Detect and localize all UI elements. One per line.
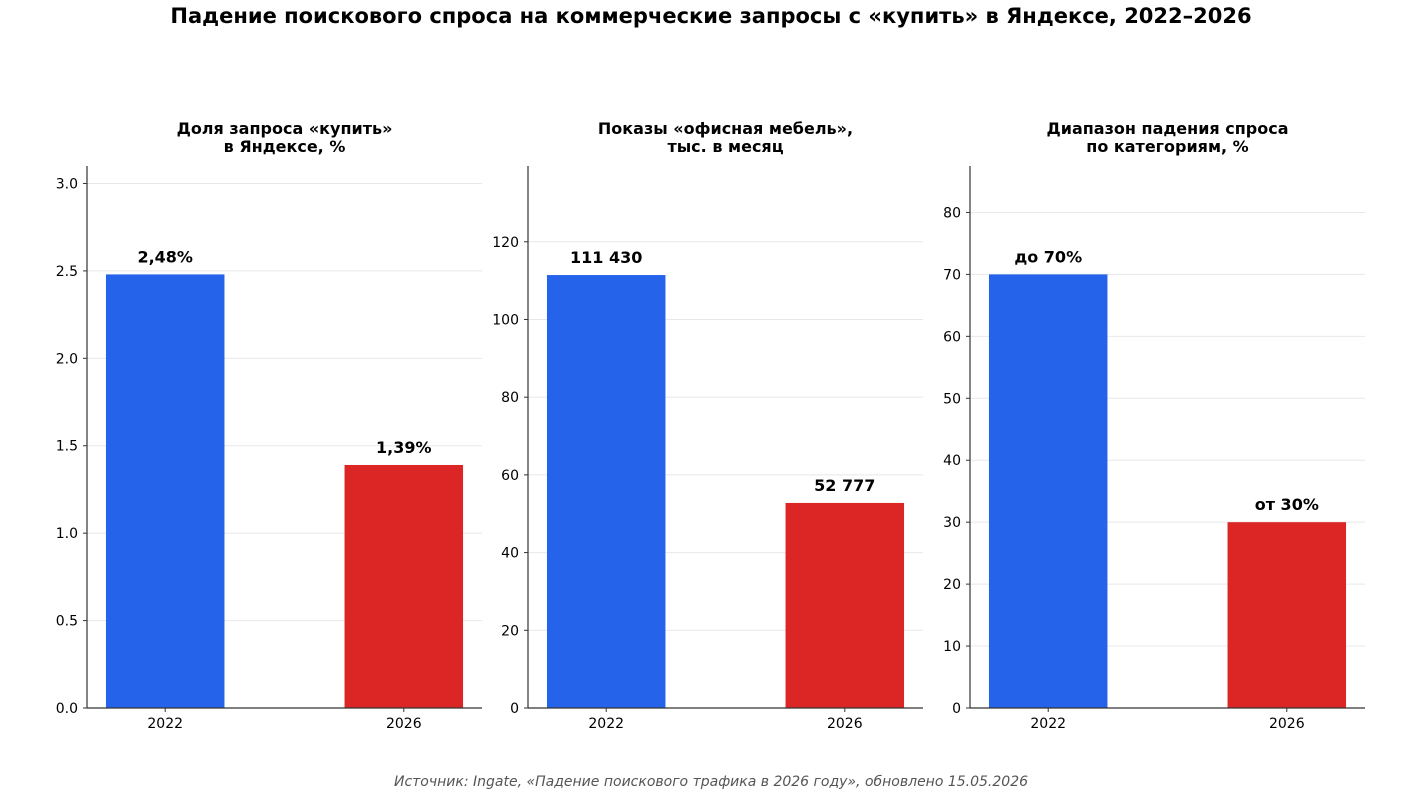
chart-3-y-tick-label: 20 xyxy=(943,577,961,593)
chart-1-x-tick-label: 2022 xyxy=(147,716,183,732)
chart-1-y-tick-label: 3.0 xyxy=(56,176,78,192)
chart-1-y-tick-label: 2.0 xyxy=(56,351,78,367)
main-title: Падение поискового спроса на коммерчески… xyxy=(170,4,1252,28)
chart-1-x-tick-label: 2026 xyxy=(386,716,422,732)
chart-2-y-tick-label: 100 xyxy=(492,312,519,328)
chart-3-y-tick-label: 30 xyxy=(943,515,961,531)
chart-2-y-tick-label: 60 xyxy=(501,468,519,484)
chart-3-y-tick-label: 70 xyxy=(943,267,961,283)
chart-1-bar-2022 xyxy=(105,274,225,708)
chart-3-data-label-2022: до 70% xyxy=(1014,247,1082,266)
chart-1-y-tick-label: 1.5 xyxy=(56,439,78,455)
chart-2-y-tick-label: 40 xyxy=(501,546,519,562)
chart-3-x-tick-label: 2026 xyxy=(1269,716,1305,732)
chart-2-x-tick-label: 2022 xyxy=(588,716,624,732)
chart-2-bar-2022 xyxy=(546,275,666,708)
chart-3-x-tick-label: 2022 xyxy=(1030,716,1066,732)
chart-1-y-tick-label: 1.0 xyxy=(56,526,78,542)
chart-2-y-tick-label: 80 xyxy=(501,390,519,406)
chart-3-bar-2022 xyxy=(988,274,1108,708)
chart-1-y-tick-label: 0.5 xyxy=(56,614,78,630)
chart-2-y-tick-label: 0 xyxy=(510,701,519,717)
chart-2-data-label-2026: 52 777 xyxy=(814,476,875,495)
chart-2-title: Показы «офисная мебель», тыс. в месяц xyxy=(598,119,853,156)
source-note: Источник: Ingate, «Падение поискового тр… xyxy=(393,774,1029,790)
chart-2-y-tick-label: 20 xyxy=(501,623,519,639)
chart-1-y-tick-label: 2.5 xyxy=(56,264,78,280)
chart-1-y-tick-label: 0.0 xyxy=(56,701,78,717)
chart-2-x-tick-label: 2026 xyxy=(827,716,863,732)
chart-1-title: Доля запроса «купить» в Яндексе, % xyxy=(177,119,393,156)
chart-2-data-label-2022: 111 430 xyxy=(570,248,642,267)
chart-1-bar-2026 xyxy=(344,464,464,708)
chart-3-bar-2026 xyxy=(1227,522,1347,708)
chart-2-bar-2026 xyxy=(785,502,905,708)
chart-3-y-tick-label: 60 xyxy=(943,329,961,345)
chart-3-y-tick-label: 80 xyxy=(943,205,961,221)
chart-2-y-tick-label: 120 xyxy=(492,235,519,251)
chart-3-y-tick-label: 40 xyxy=(943,453,961,469)
chart-3-title: Диапазон падения спроса по категориям, % xyxy=(1046,119,1288,156)
chart-1-data-label-2022: 2,48% xyxy=(137,247,193,266)
chart-3-y-tick-label: 0 xyxy=(952,701,961,717)
chart-3-data-label-2026: от 30% xyxy=(1255,495,1319,514)
chart-3-y-tick-label: 50 xyxy=(943,391,961,407)
chart-3-y-tick-label: 10 xyxy=(943,639,961,655)
chart-1-data-label-2026: 1,39% xyxy=(376,438,432,457)
